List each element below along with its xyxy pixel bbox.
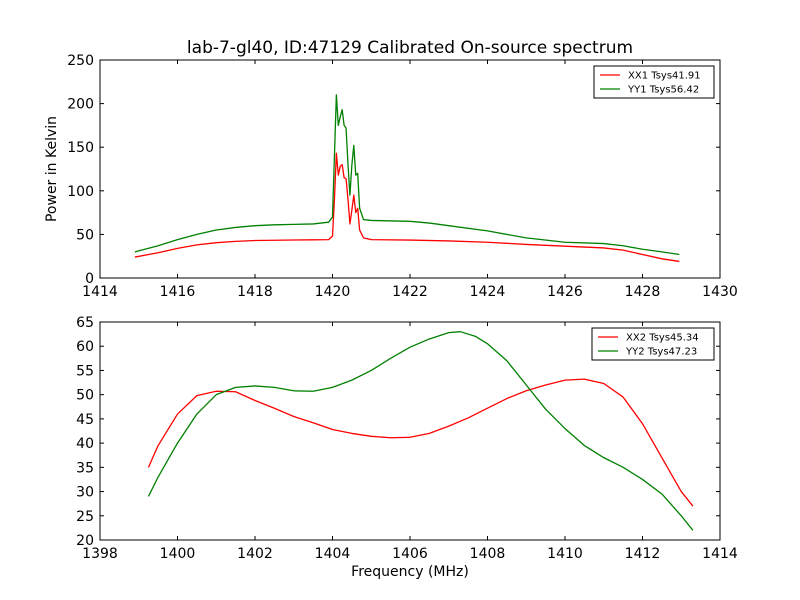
top-subplot: lab-7-gl40, ID:47129 Calibrated On-sourc… [44,38,738,300]
x-tick-label: 1414 [702,546,738,562]
y-tick-label: 150 [67,140,94,156]
y-tick-label: 100 [67,184,94,200]
legend-label: YY2 Tsys47.23 [625,347,697,358]
x-tick-label: 1404 [315,546,351,562]
y-tick-label: 65 [76,315,94,331]
bottom-subplot: Frequency (MHz) 1398 1400 1402 1404 1406 1408… [76,315,738,580]
y-tick-label: 20 [76,533,94,549]
legend: XX2 Tsys45.34 YY2 Tsys47.23 [591,327,715,361]
legend-label: XX1 Tsys41.91 [628,71,701,82]
x-tick-label: 1418 [237,284,273,300]
legend-label: XX2 Tsys45.34 [626,333,699,344]
legend-box [593,65,715,99]
x-tick-label: 1420 [315,284,351,300]
y-tick-label: 55 [76,363,94,379]
y-tick-label: 50 [76,388,94,404]
y-tick-label: 0 [85,271,94,287]
x-axis-label: Frequency (MHz) [351,564,469,580]
y-tick-label: 30 [76,485,94,501]
y-tick-label: 35 [76,460,94,476]
top-plot-area: 1414 1416 1418 1420 1422 1424 1426 1428 1430 0 50 1… [67,53,738,300]
y-axis-label: Power in Kelvin [44,116,60,222]
bottom-plot-area: 1398 1400 1402 1404 1406 1408 1410 1412 1414 20 25… [76,315,738,562]
x-tick-label: 1402 [237,546,273,562]
series-line-1-1 [134,152,680,263]
y-tick-label: 60 [76,339,94,355]
x-tick-label: 1406 [392,546,428,562]
legend: XX1 Tsys41.91 YY1 Tsys56.42 [593,65,715,99]
x-tick-label: 1430 [702,284,738,300]
series-line-2-1 [147,378,694,507]
x-tick-label: 1414 [82,284,118,300]
x-tick-label: 1424 [470,284,506,300]
y-tick-label: 25 [76,509,94,525]
chart-title: lab-7-gl40, ID:47129 Calibrated On-sourc… [187,38,633,58]
legend-label: YY1 Tsys56.42 [627,85,699,96]
series-line-2-2 [147,331,694,531]
x-tick-label: 1428 [625,284,661,300]
x-tick-label: 1410 [547,546,583,562]
y-tick-label: 50 [76,227,94,243]
legend-box [591,327,715,361]
x-tick-label: 1400 [160,546,196,562]
x-tick-label: 1408 [470,546,506,562]
y-tick-label: 200 [67,97,94,113]
x-tick-label: 1398 [82,546,118,562]
series-line-1-2 [134,94,680,256]
y-tick-label: 250 [67,53,94,69]
x-tick-label: 1412 [625,546,661,562]
x-tick-label: 1426 [547,284,583,300]
y-tick-label: 45 [76,412,94,428]
x-tick-label: 1422 [392,284,428,300]
y-tick-label: 40 [76,436,94,452]
x-tick-label: 1416 [160,284,196,300]
